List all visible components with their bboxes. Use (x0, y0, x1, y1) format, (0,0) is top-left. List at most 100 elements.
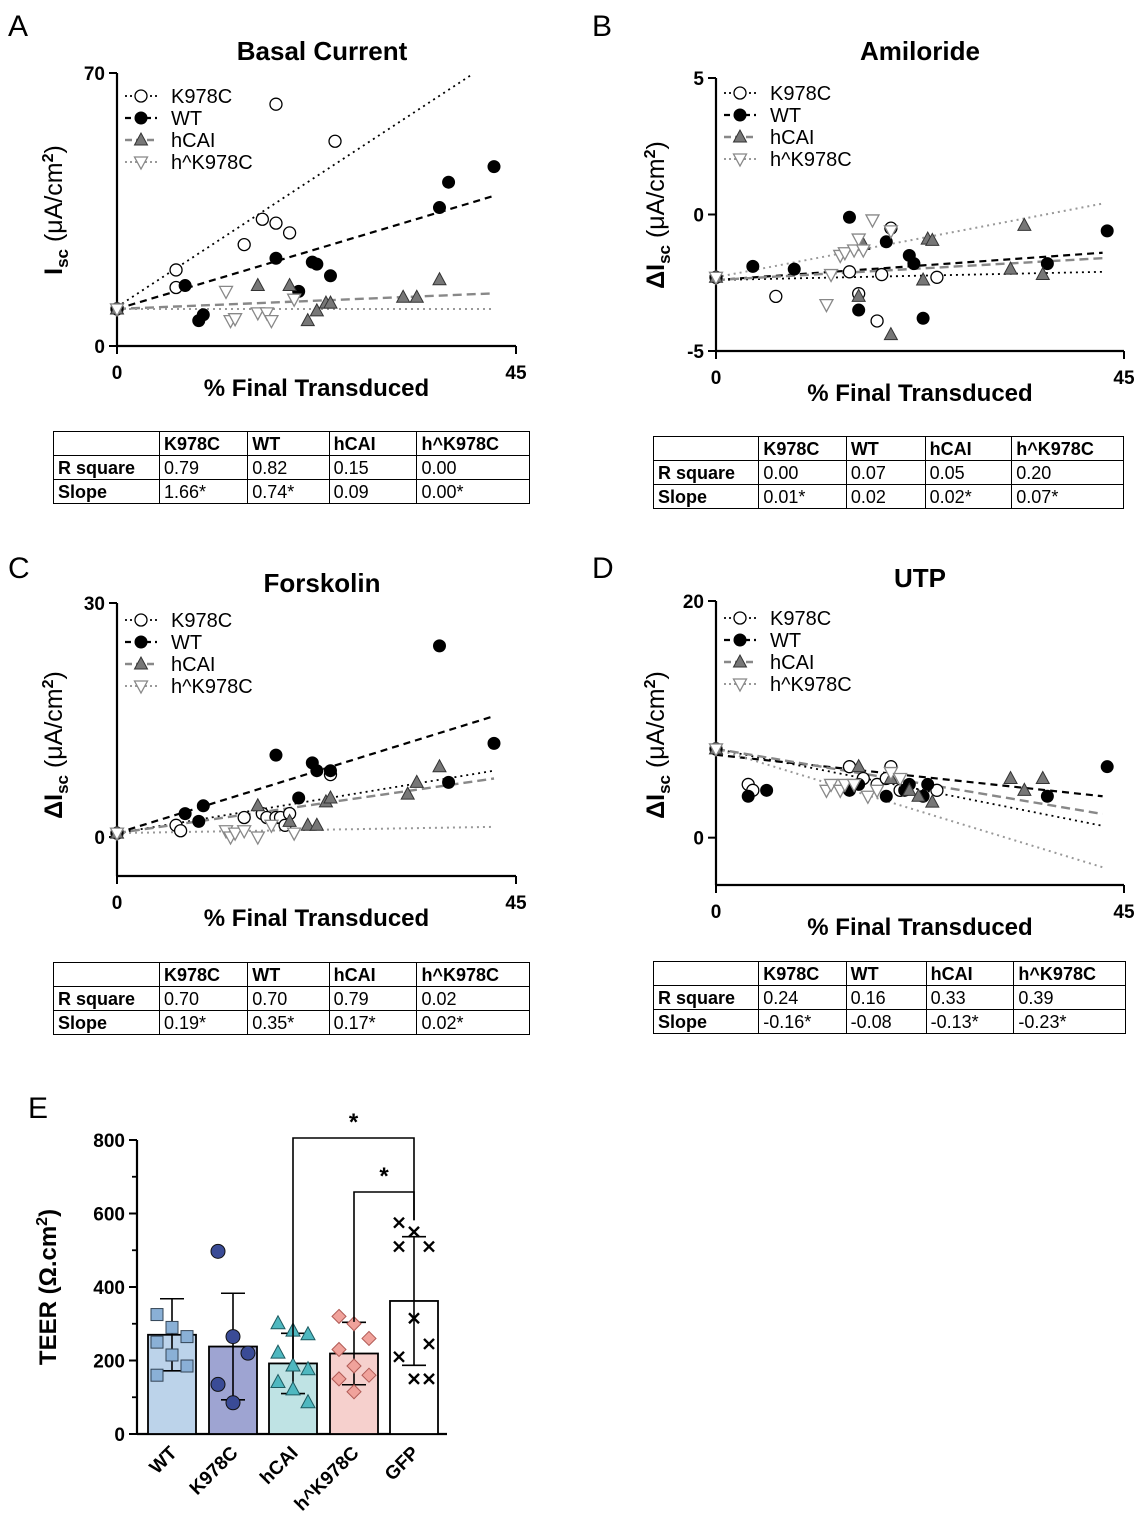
data-point-wt (907, 257, 921, 271)
data-point-k978c (173, 824, 188, 838)
data-point-wt (165, 1320, 179, 1334)
data-point-wt (852, 303, 866, 317)
data-point-gfp (423, 1240, 435, 1253)
data-point-gfp (423, 1373, 435, 1385)
data-point-wt (180, 1359, 194, 1373)
data-point-h-k978c (227, 827, 243, 842)
data-point-h-k978c (286, 293, 302, 308)
data-point-h-k978c (708, 271, 724, 286)
fit-line-hcai (116, 292, 495, 311)
data-point-gfp (408, 1373, 420, 1385)
legend-label: h^K978C (770, 149, 852, 171)
x-category-label: hCAI (256, 1443, 302, 1489)
data-point-wt (150, 1368, 164, 1382)
table-cell: 0.20 (1011, 460, 1124, 485)
data-point-wt (879, 235, 893, 249)
table-cell: 0.82 (247, 455, 330, 480)
legend-marker (134, 89, 148, 103)
legend-marker (732, 128, 748, 143)
y-axis-label: ΔIsc (μA/cm2) (40, 671, 72, 819)
data-point-hcai (250, 797, 266, 812)
data-point-hcai (309, 817, 325, 831)
table-cell: 0.07 (845, 460, 926, 485)
panel-letter: B (592, 10, 612, 43)
data-point-h-k978c (883, 225, 899, 240)
table-header-row: K978C WT hCAI h^K978C (652, 436, 1124, 461)
panel-letter: D (592, 552, 614, 585)
data-point-wt (921, 777, 935, 791)
y-tick-label: 0 (693, 206, 704, 227)
significance-bracket (292, 1137, 415, 1359)
y-tick-label: 0 (94, 337, 105, 358)
data-point-hcai (1017, 782, 1032, 796)
data-point-hcai (270, 1314, 286, 1330)
table-header-cell: WT (247, 431, 330, 456)
panel-letter: C (8, 552, 30, 585)
data-point-hcai (309, 302, 325, 317)
x-category-label: WT (146, 1442, 182, 1478)
y-tick-label: -5 (687, 342, 704, 363)
significance-bracket (353, 1191, 415, 1322)
y-tick-label: 600 (93, 1205, 125, 1226)
table-cell: 0.33 (925, 985, 1015, 1010)
data-point-gfp (408, 1312, 420, 1325)
scatter-panel-d: D UTP 20 0 0 45 % Final Transduced ΔIsc (μA/cm2… (592, 552, 1135, 941)
data-point-k978c (237, 810, 251, 825)
table-cell: 0.70 (158, 986, 249, 1011)
data-point-h-k978c (869, 784, 885, 799)
legend-marker (133, 156, 149, 171)
y-tick-label: 30 (84, 594, 105, 615)
data-point-h-k978c (860, 790, 876, 805)
data-point-h-k978c (218, 285, 234, 300)
table-cell: -0.16* (758, 1009, 847, 1034)
legend-label: K978C (171, 610, 232, 632)
x-axis-label: % Final Transduced (807, 380, 1032, 407)
legend-marker (732, 678, 748, 693)
table-cell: 0.15 (328, 455, 418, 480)
data-point-h-k978c (864, 214, 881, 229)
data-point-gfp (393, 1350, 405, 1363)
data-point-wt (323, 764, 337, 778)
data-point-wt (310, 764, 324, 778)
table-header-cell: WT (845, 436, 926, 461)
data-point-k978c (842, 265, 857, 279)
chart-title: Basal Current (237, 36, 408, 66)
table-row: Slope -0.16* -0.08 -0.13* -0.23* (652, 1009, 1126, 1034)
data-point-h-k978c (331, 1308, 347, 1325)
data-point-h-k978c (708, 743, 724, 758)
bar-panel-e: E 0 200 400 600 800 TEER (Ω.cm2) WT K978C hCAIh^K… (28, 1092, 447, 1515)
x-category-label: GFP (381, 1442, 424, 1485)
data-point-wt (760, 783, 774, 797)
data-point-h-k978c (846, 244, 862, 259)
data-point-hcai (883, 326, 899, 341)
data-point-hcai (911, 788, 926, 802)
data-point-k978c (769, 289, 783, 304)
table-cell: 0.79 (328, 986, 418, 1011)
legend-label: K978C (171, 86, 232, 108)
fit-line-wt (715, 753, 1103, 798)
data-point-wt (487, 736, 501, 750)
data-point-hcai (851, 288, 867, 302)
y-tick-label: 20 (683, 592, 704, 613)
table-row: Slope 0.01* 0.02 0.02* 0.07* (652, 484, 1124, 509)
data-point-wt (150, 1335, 164, 1349)
table-row-label: R square (52, 455, 161, 480)
data-point-k978c (210, 1243, 226, 1259)
data-point-hcai (285, 1356, 301, 1372)
y-tick-label: 70 (84, 64, 105, 85)
legend-label: K978C (770, 83, 831, 105)
data-point-wt (310, 257, 324, 271)
data-point-hcai (323, 295, 338, 309)
table-cell: 0.19* (158, 1010, 249, 1035)
x-tick-label: 45 (1113, 902, 1135, 923)
stats-table-utp: K978C WT hCAI h^K978C R square 0.24 0.16 0.33 0.… (652, 961, 1126, 1034)
legend-marker (733, 86, 747, 100)
table-row: Slope 0.19* 0.35* 0.17* 0.02* (53, 1010, 530, 1035)
data-point-hcai (915, 271, 931, 286)
table-header-cell (53, 962, 160, 987)
data-point-hcai (285, 1380, 301, 1396)
data-point-hcai (901, 782, 917, 796)
data-point-wt (150, 1308, 164, 1322)
